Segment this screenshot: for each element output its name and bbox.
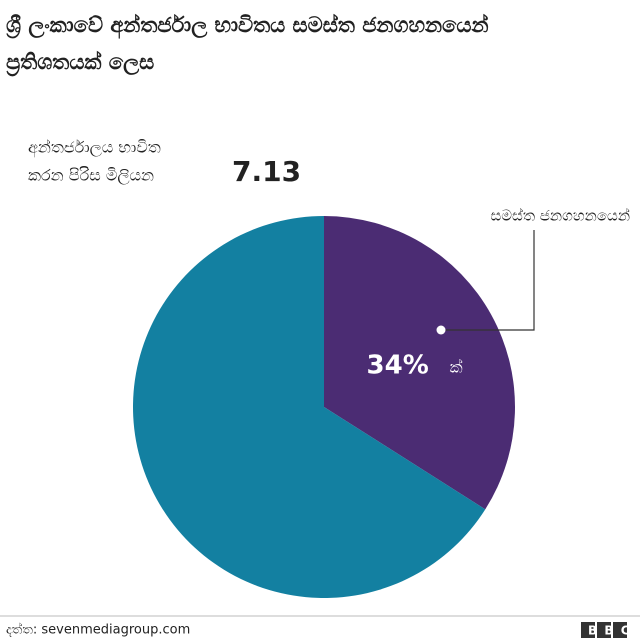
value-label-suffix: ක් [450,357,463,376]
pie [132,216,515,599]
leader-dot [436,325,446,335]
pie-slice [132,216,486,599]
chart-title: ප්‍රතිශතයක් ලෙස [6,50,154,77]
logo-box [597,622,611,638]
annotation: කරන පිරිස මිලියන [28,166,154,186]
pie-slice [324,216,515,510]
annotation-value: 7.13 [232,155,301,188]
leader-line [441,230,535,331]
logo: BBC [588,624,637,638]
logo-box [581,622,595,638]
logo-box [613,622,627,638]
value-label: 34% [367,350,429,380]
annotation: අන්තර්ජාලය භාවිත [28,138,161,158]
source: දත්ත: sevenmediagroup.com [6,621,190,637]
slice-label: සමස්ත ජනගහනයෙන් [490,206,630,224]
chart-title: ශ්‍රී ලංකාවේ අන්තර්ජාල භාවිතය සමස්ත ජනගහ… [6,13,489,39]
